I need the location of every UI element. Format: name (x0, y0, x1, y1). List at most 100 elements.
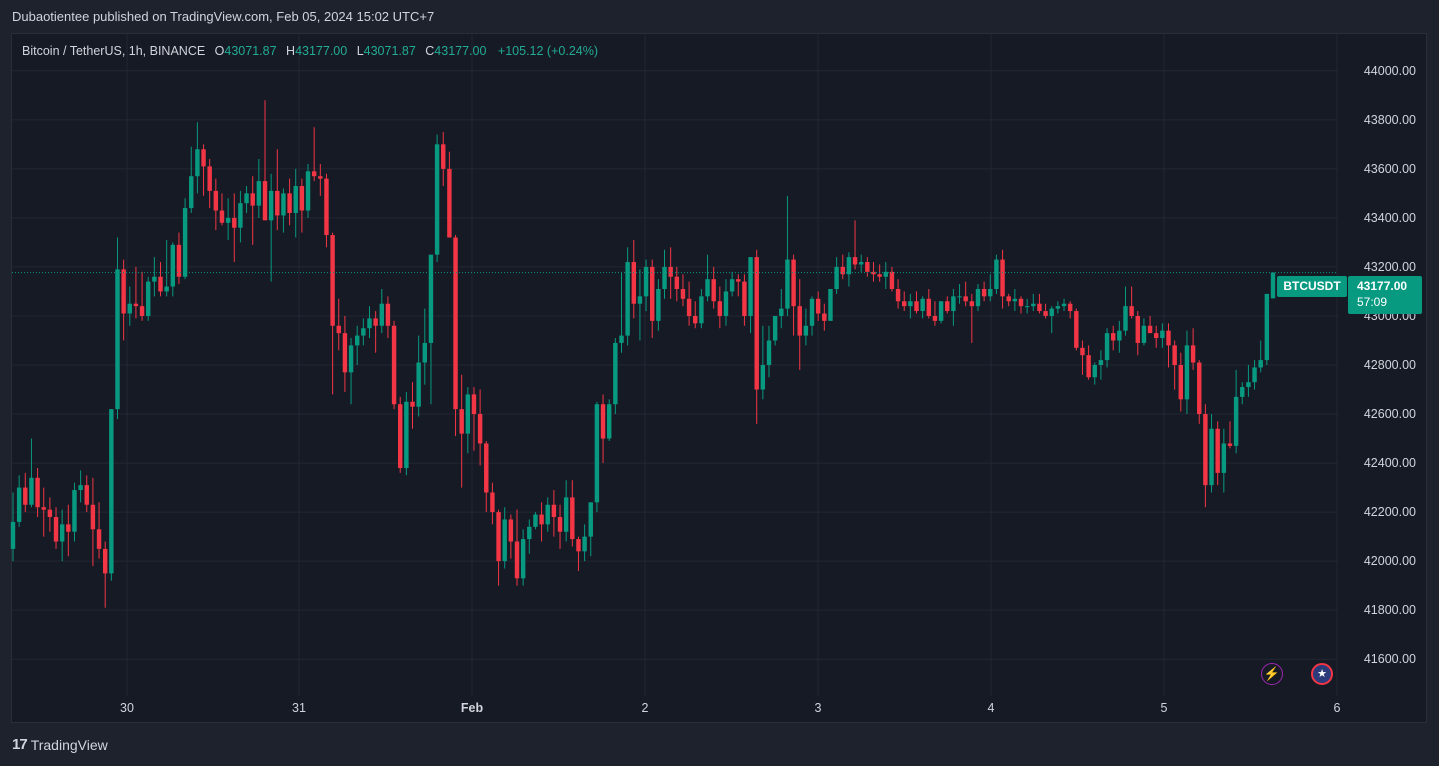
candle-body (133, 303, 139, 307)
candle-body (1110, 333, 1116, 341)
candle-body (1258, 360, 1263, 368)
candle-body (858, 262, 864, 265)
candle-body (711, 279, 716, 302)
y-tick-label: 41800.00 (1364, 603, 1416, 617)
us-flag-icon[interactable]: ★ (1311, 663, 1333, 685)
candle-body (1061, 303, 1067, 307)
candle-body (78, 485, 83, 491)
candle-body (47, 509, 53, 518)
lightning-icon[interactable]: ⚡ (1261, 663, 1283, 685)
candle-body (41, 507, 46, 510)
candle-body (656, 288, 661, 321)
candle-body (189, 176, 194, 209)
candle-body (840, 266, 845, 275)
candle-body (342, 333, 348, 373)
candle-body (1227, 443, 1233, 446)
candle-body (908, 301, 913, 307)
candle-body (502, 519, 507, 562)
candle-body (238, 203, 243, 228)
candle-body (410, 401, 415, 407)
candle-body (1246, 382, 1251, 388)
candle-body (650, 266, 655, 321)
candle-body (158, 276, 163, 292)
x-tick-label: 3 (815, 701, 822, 715)
high-label: H (286, 44, 296, 58)
candle-body (84, 485, 89, 505)
candle-body (121, 269, 126, 314)
candle-body (471, 394, 477, 415)
candle-body (951, 296, 956, 312)
candle-body (477, 414, 483, 444)
tradingview-logo-mark: 17 (12, 736, 28, 753)
candle-body (146, 281, 151, 316)
candle-body (90, 504, 96, 530)
candle-body (1018, 298, 1024, 307)
candle-body (1209, 428, 1214, 486)
candle-body (520, 539, 526, 579)
candle-body (1221, 443, 1227, 473)
candle-body (262, 181, 268, 221)
candle-body (176, 244, 182, 277)
candle-body (207, 166, 212, 191)
candle-body (250, 193, 255, 206)
candle-body (613, 342, 618, 405)
tradingview-logo[interactable]: 17 TradingView (12, 736, 108, 753)
candle-body (932, 315, 938, 321)
candle-body (1270, 272, 1276, 299)
tradingview-brand: TradingView (30, 736, 108, 753)
candle-body (1037, 303, 1042, 312)
candle-body (693, 315, 698, 324)
candle-body (201, 149, 206, 167)
candle-body (195, 149, 200, 177)
candle-body (1006, 296, 1011, 302)
publish-info: Dubaotientee published on TradingView.co… (12, 9, 435, 24)
candle-body (625, 262, 630, 336)
candle-body (324, 178, 329, 236)
candle-body (988, 288, 993, 297)
candle-body (1129, 306, 1134, 316)
candle-body (945, 301, 950, 312)
candle-body (1135, 315, 1140, 343)
candle-body (1154, 333, 1159, 339)
candle-body (846, 257, 852, 275)
candle-body (686, 298, 692, 316)
candle-body (385, 303, 391, 326)
x-tick-label: Feb (461, 701, 484, 715)
candle-body (674, 276, 680, 289)
y-tick-label: 43200.00 (1364, 260, 1416, 274)
candle-body (914, 301, 919, 312)
candle-body (834, 266, 839, 289)
candle-body (115, 269, 120, 410)
candle-body (969, 301, 975, 307)
candle-body (975, 288, 981, 307)
candle-body (551, 504, 557, 518)
candle-body (404, 401, 409, 468)
candle-body (66, 524, 71, 532)
candle-body (1117, 330, 1122, 341)
x-tick-label: 30 (120, 701, 134, 715)
candle-body (367, 318, 372, 329)
candle-body (336, 325, 341, 334)
chart-pane[interactable] (11, 33, 1427, 723)
candle-body (1240, 387, 1245, 397)
candle-body (994, 259, 999, 289)
symbol-title[interactable]: Bitcoin / TetherUS, 1h, BINANCE (22, 44, 206, 58)
candle-body (705, 279, 710, 297)
last-price-value: 43177.00 (1357, 279, 1408, 293)
x-tick-label: 2 (642, 701, 649, 715)
candle-body (938, 301, 944, 321)
candle-body (1172, 345, 1177, 365)
change-value: +105.12 (+0.24%) (497, 44, 598, 58)
candle-body (182, 208, 188, 277)
candle-body (1197, 362, 1202, 415)
open-value: 43071.87 (224, 44, 277, 58)
candle-body (883, 271, 888, 277)
candle-body (96, 529, 102, 549)
candle-body (766, 340, 772, 365)
candle-body (1190, 345, 1196, 363)
candle-body (570, 497, 575, 540)
y-tick-label: 42400.00 (1364, 456, 1416, 470)
candle-body (348, 345, 354, 373)
